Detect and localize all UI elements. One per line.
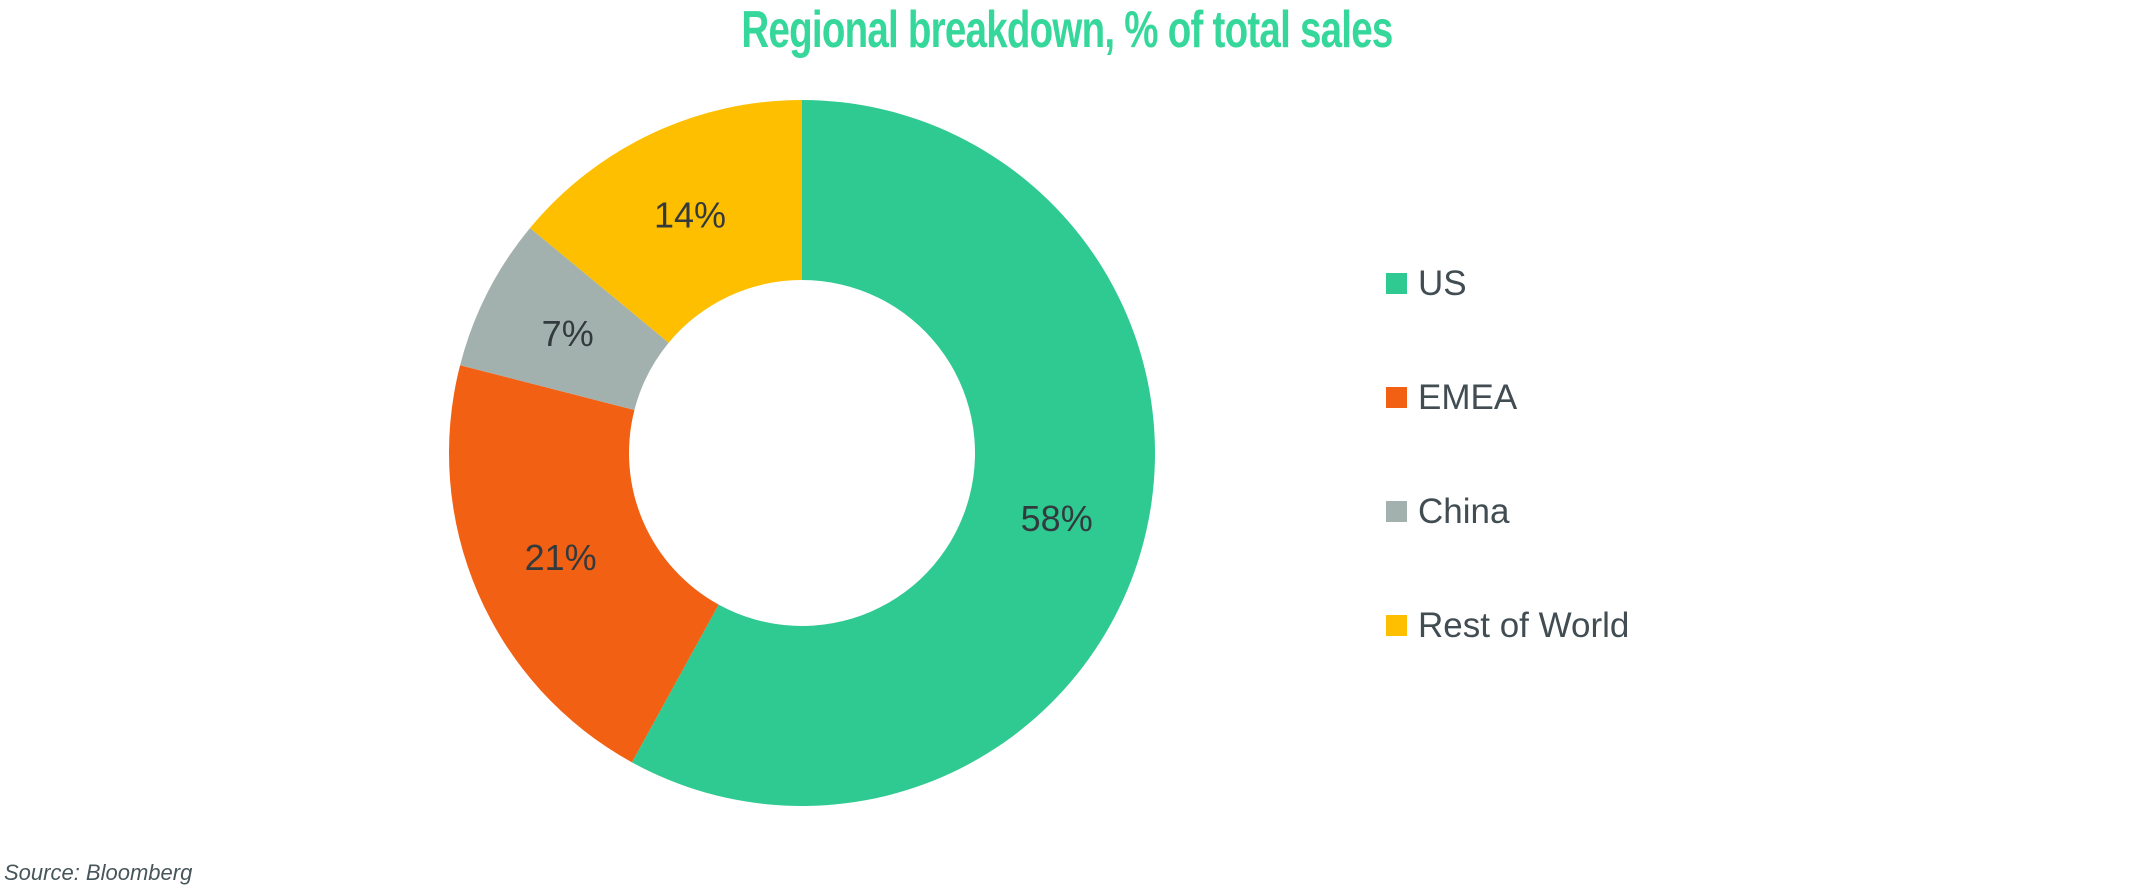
legend-swatch-icon xyxy=(1386,500,1407,522)
legend-label: Rest of World xyxy=(1418,605,1630,645)
legend-item-emea: EMEA xyxy=(1386,377,1629,417)
legend-label: US xyxy=(1418,263,1467,303)
slice-emea xyxy=(448,365,719,763)
slice-rest-of-world xyxy=(530,100,802,343)
slice-label-china: 7% xyxy=(542,313,594,354)
legend-item-rest-of-world: Rest of World xyxy=(1386,605,1629,645)
source-note: Source: Bloomberg xyxy=(4,860,193,885)
legend-label: EMEA xyxy=(1418,377,1518,417)
slice-china xyxy=(460,227,669,410)
donut-chart: 58% 21% 7% 14% xyxy=(448,100,1155,806)
chart-legend: US EMEA China Rest of World xyxy=(1386,263,1629,719)
legend-item-us: US xyxy=(1386,263,1629,303)
slice-label-us: 58% xyxy=(1021,498,1093,539)
slice-us xyxy=(631,100,1155,806)
legend-swatch-icon xyxy=(1386,614,1407,636)
chart-title-row: Regional breakdown, % of total sales xyxy=(0,4,2133,56)
legend-item-china: China xyxy=(1386,491,1629,531)
chart-title: Regional breakdown, % of total sales xyxy=(740,1,1393,59)
slice-label-emea: 21% xyxy=(525,537,597,578)
legend-label: China xyxy=(1418,491,1510,531)
legend-swatch-icon xyxy=(1386,272,1407,294)
slice-label-rest-of-world: 14% xyxy=(654,195,726,236)
legend-swatch-icon xyxy=(1386,386,1407,408)
